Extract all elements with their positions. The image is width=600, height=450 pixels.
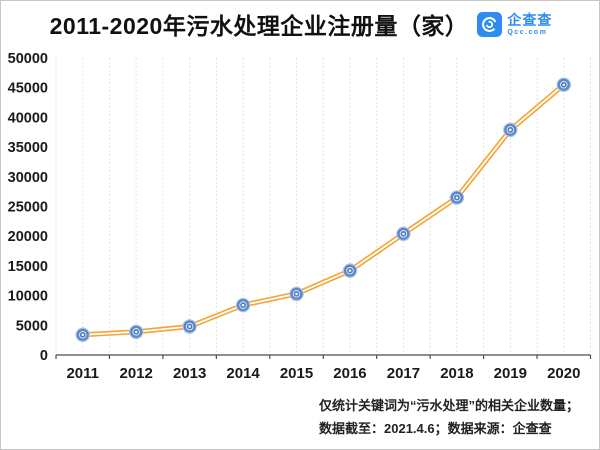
data-point-center (186, 323, 193, 330)
chart-title: 2011-2020年污水处理企业注册量（家） (49, 13, 469, 39)
data-line-core (82, 84, 565, 336)
x-tick-label: 2020 (547, 365, 580, 382)
x-tick-label: 2011 (66, 365, 99, 382)
data-point-center (400, 230, 407, 237)
y-tick-label: 15000 (8, 259, 48, 275)
data-point-center (347, 267, 353, 274)
data-point-center (453, 194, 460, 201)
y-tick-label: 45000 (8, 81, 48, 97)
x-tick-label: 2017 (387, 365, 420, 382)
brand-logo: 企查查 Qcc.com (477, 11, 552, 37)
source-note-line2: 数据截至：2021.4.6；数据来源：企查查 (319, 420, 552, 436)
brand-text: 企查查 Qcc.com (507, 13, 552, 36)
data-point-center (79, 331, 86, 338)
data-point-center (293, 290, 300, 297)
source-note: 仅统计关键词为“污水处理”的相关企业数量； 数据截至：2021.4.6；数据来源… (319, 395, 579, 440)
y-tick-label: 25000 (8, 200, 48, 216)
x-tick-label: 2015 (280, 365, 313, 382)
data-point-center (560, 81, 567, 88)
header: 2011-2020年污水处理企业注册量（家） 企查查 Qcc.com (1, 1, 599, 47)
qichacha-logo-icon (477, 11, 503, 37)
y-tick-label: 30000 (8, 170, 48, 186)
y-tick-label: 35000 (8, 140, 48, 156)
line-chart: 0 5000 10000 15000 20000 25000 30000 35000 40000… (8, 51, 592, 382)
x-tick-label: 2012 (119, 365, 152, 382)
x-tick-label: 2016 (333, 365, 366, 382)
data-point-center (133, 328, 140, 335)
y-tick-label: 0 (40, 348, 48, 364)
y-tick-label: 50000 (8, 51, 48, 67)
x-tick-label: 2014 (226, 365, 260, 382)
x-tick-label: 2013 (173, 365, 206, 382)
x-tick-label: 2019 (494, 365, 527, 382)
source-note-line1: 仅统计关键词为“污水处理”的相关企业数量； (319, 398, 580, 413)
brand-name: 企查查 (507, 11, 553, 28)
y-tick-label: 10000 (8, 289, 48, 305)
data-point-center (240, 302, 247, 309)
data-point-center (507, 126, 514, 133)
y-tick-label: 5000 (16, 318, 48, 334)
y-tick-label: 40000 (8, 110, 48, 126)
y-tick-label: 20000 (8, 229, 48, 245)
brand-domain: Qcc.com (507, 28, 548, 36)
x-tick-label: 2018 (440, 365, 473, 382)
